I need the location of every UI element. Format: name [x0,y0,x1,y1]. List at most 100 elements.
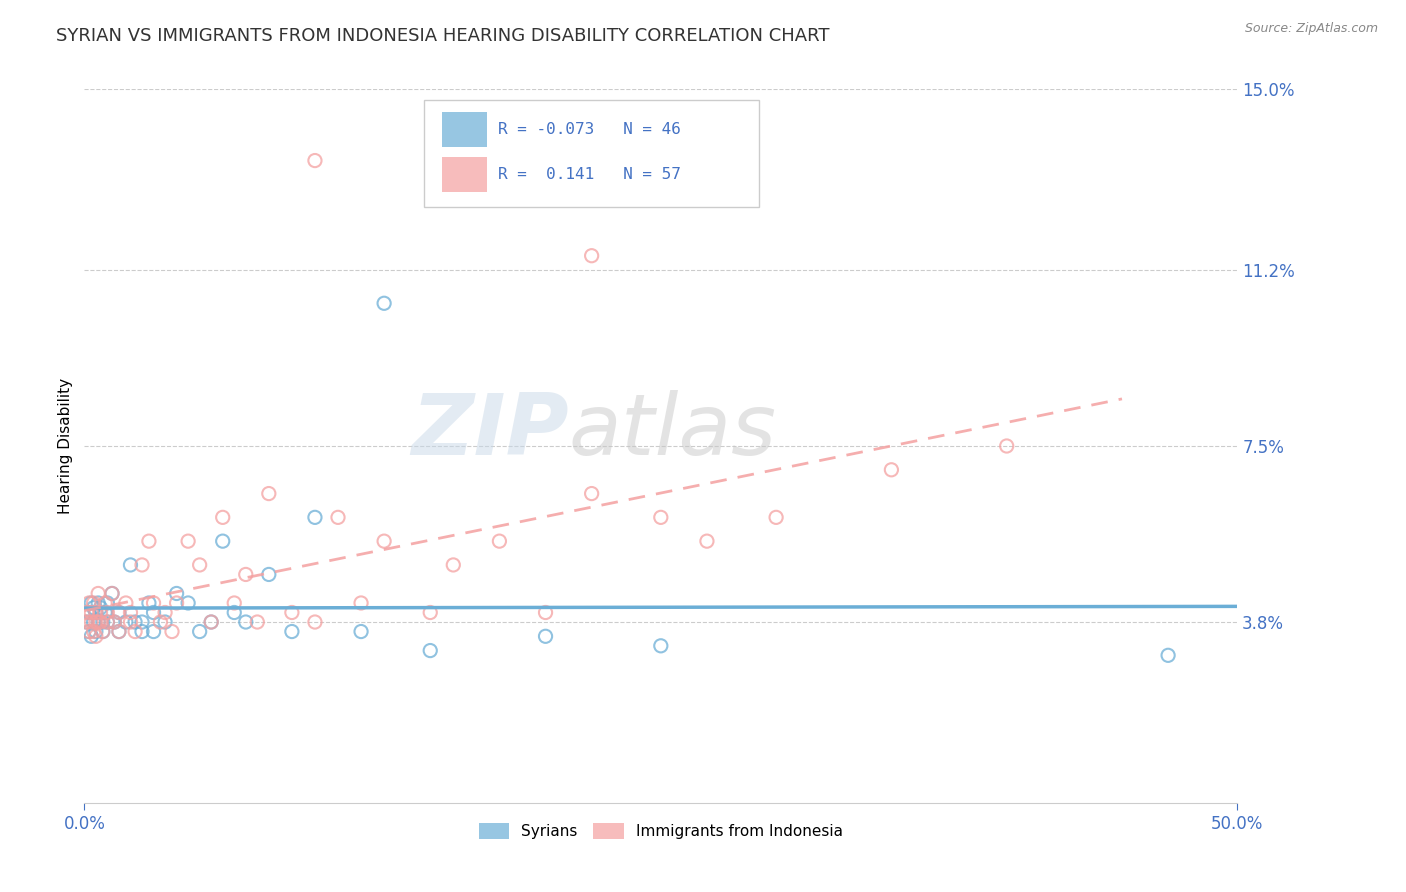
Point [101,586,124,600]
Point [131,615,153,629]
Point [108,606,131,620]
Point [83,596,105,610]
Point [103,615,125,629]
Point [103,615,125,629]
Point [80,629,103,643]
Point [995,439,1018,453]
Point [131,624,153,639]
Point [650,639,672,653]
Point [304,153,326,168]
Point [153,615,176,629]
Point [257,567,280,582]
Point [77,596,100,610]
Y-axis label: Hearing Disability: Hearing Disability [58,378,73,514]
Point [534,606,557,620]
Point [224,596,246,610]
Point [77,606,100,620]
FancyBboxPatch shape [425,100,759,207]
Text: R =  0.141   N = 57: R = 0.141 N = 57 [498,168,681,182]
Point [76,615,98,629]
Point [166,586,188,600]
Point [108,624,131,639]
Point [108,624,131,639]
Point [101,586,124,600]
Point [84,606,107,620]
Point [124,624,146,639]
Point [350,596,373,610]
Point [488,534,510,549]
Point [91,615,114,629]
Point [188,558,211,572]
Point [89,606,111,620]
Point [281,624,304,639]
Point [326,510,349,524]
Point [94,606,117,620]
Point [304,615,326,629]
Point [419,606,441,620]
Point [581,486,603,500]
Point [373,534,395,549]
Point [166,596,188,610]
Point [257,486,280,500]
Point [142,624,165,639]
Point [188,624,211,639]
Point [108,606,131,620]
Point [142,606,165,620]
Point [84,624,107,639]
Point [94,596,117,610]
Text: R = -0.073   N = 46: R = -0.073 N = 46 [498,122,681,137]
Point [84,606,107,620]
Point [87,615,110,629]
Point [115,615,138,629]
Point [96,615,118,629]
Point [441,558,464,572]
Point [115,596,138,610]
Text: Source: ZipAtlas.com: Source: ZipAtlas.com [1244,22,1378,36]
Point [87,586,110,600]
Point [160,624,183,639]
Point [281,606,304,620]
Legend: Syrians, Immigrants from Indonesia: Syrians, Immigrants from Indonesia [472,817,849,845]
Point [235,615,257,629]
Point [177,596,200,610]
Point [96,596,118,610]
Point [80,606,103,620]
Point [1157,648,1180,663]
Point [211,534,233,549]
Point [304,510,326,524]
FancyBboxPatch shape [441,112,486,147]
Point [80,596,103,610]
Point [87,615,110,629]
Point [138,534,160,549]
Point [211,510,233,524]
Point [76,615,98,629]
Point [84,615,107,629]
Point [83,615,105,629]
Point [650,510,672,524]
Point [138,596,160,610]
Point [235,567,257,582]
Point [200,615,222,629]
Point [419,643,441,657]
Point [177,534,200,549]
Point [80,615,103,629]
Point [83,624,105,639]
Point [96,615,118,629]
Point [149,615,172,629]
Point [246,615,269,629]
Point [131,558,153,572]
Text: ZIP: ZIP [411,390,568,474]
Point [350,624,373,639]
Point [89,615,111,629]
Text: atlas: atlas [568,390,776,474]
Point [534,629,557,643]
Point [200,615,222,629]
Point [76,606,98,620]
Point [87,596,110,610]
Point [124,615,146,629]
Point [84,629,107,643]
Point [89,600,111,615]
Point [120,615,142,629]
Text: SYRIAN VS IMMIGRANTS FROM INDONESIA HEARING DISABILITY CORRELATION CHART: SYRIAN VS IMMIGRANTS FROM INDONESIA HEAR… [56,27,830,45]
Point [77,624,100,639]
